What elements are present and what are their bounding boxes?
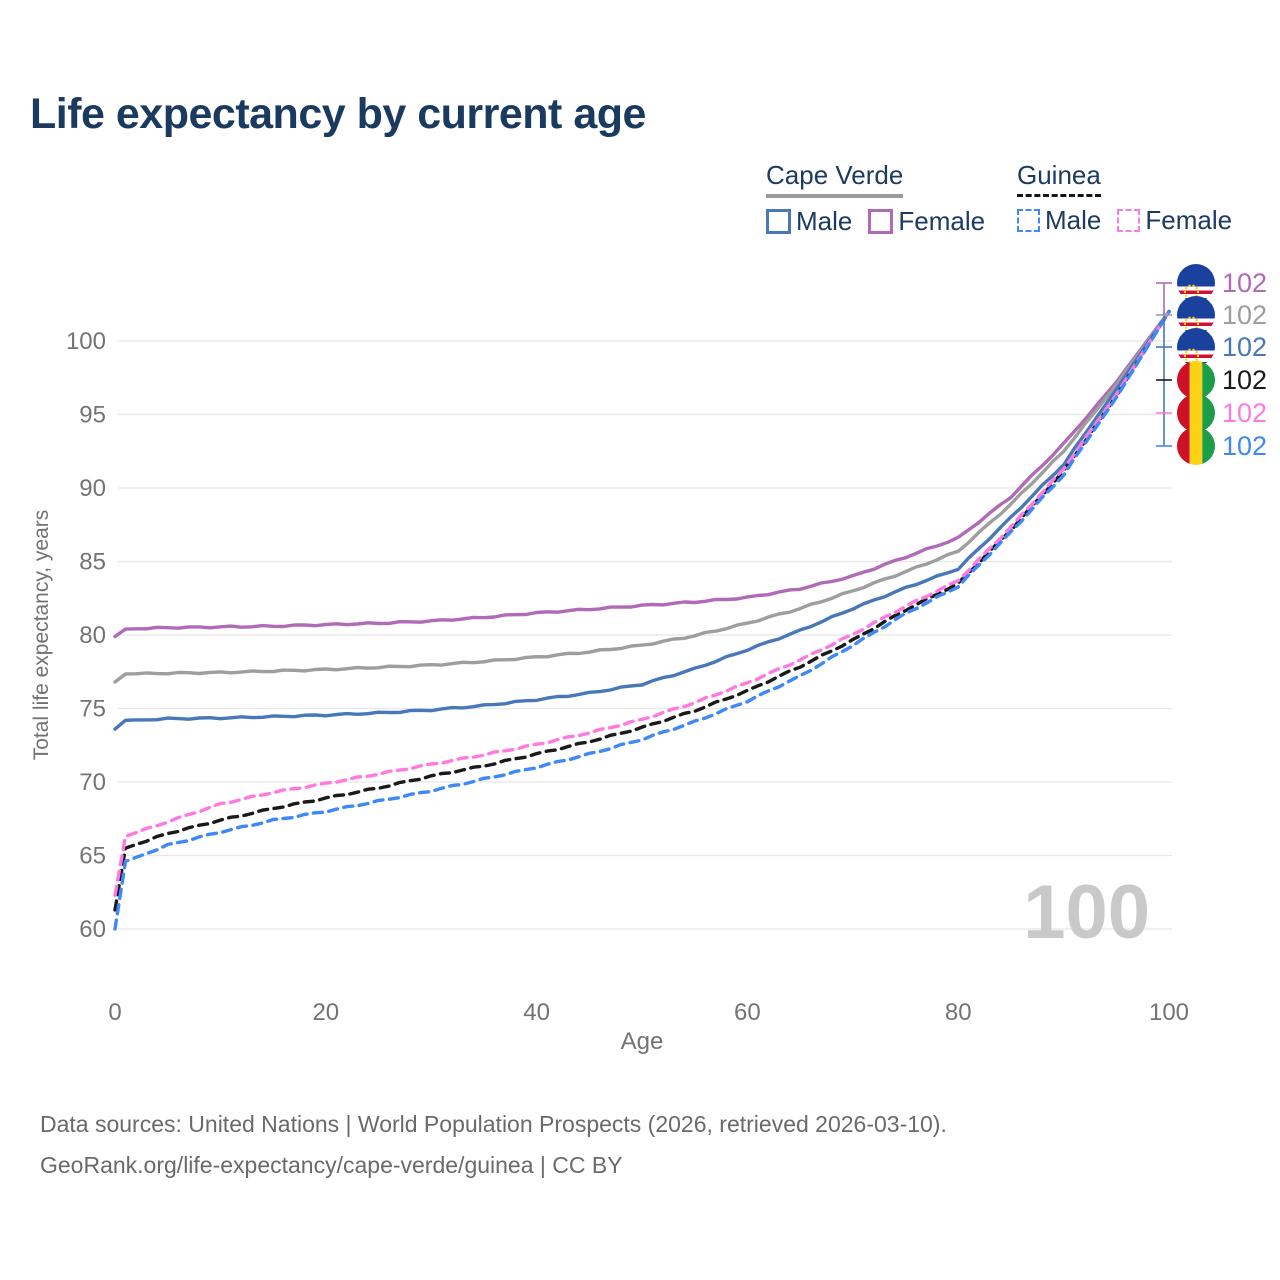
svg-text:40: 40 xyxy=(523,999,550,1026)
cape-verde-female-swatch-icon[interactable] xyxy=(868,209,894,234)
legend-group-guinea: Guinea Male Female xyxy=(1017,160,1248,236)
svg-text:90: 90 xyxy=(79,475,106,502)
legend-items-cape-verde: Male Female xyxy=(766,206,1001,237)
end-label-leaders xyxy=(1156,282,1172,447)
guinea-female-swatch-icon[interactable] xyxy=(1117,209,1141,232)
series-line-cape-verde-male[interactable] xyxy=(113,309,1171,731)
svg-text:60: 60 xyxy=(79,916,106,943)
svg-text:60: 60 xyxy=(734,999,761,1026)
legend-items-guinea: Male Female xyxy=(1017,205,1248,236)
legend-label-cape-verde-female[interactable]: Female xyxy=(898,206,986,236)
svg-text:100: 100 xyxy=(66,328,106,355)
footer: Data sources: United Nations | World Pop… xyxy=(40,1104,947,1186)
series-line-cape-verde-female[interactable] xyxy=(113,309,1171,639)
x-axis-ticks: 0 20 40 60 80 100 xyxy=(108,999,1189,1026)
svg-text:80: 80 xyxy=(79,622,106,649)
y-axis-title: Total life expectancy, years xyxy=(30,510,53,761)
svg-text:95: 95 xyxy=(79,402,106,429)
end-value-label-guinea-female: 102 xyxy=(1222,398,1267,428)
legend-label-guinea-female[interactable]: Female xyxy=(1145,205,1233,235)
guinea-flag-icon xyxy=(1177,361,1215,399)
svg-text:65: 65 xyxy=(79,843,106,870)
legend-label-guinea-male[interactable]: Male xyxy=(1045,205,1102,235)
series-line-guinea-male[interactable] xyxy=(113,309,1171,931)
legend: Cape Verde Male Female Guinea Male Femal… xyxy=(0,160,1280,240)
page-title: Life expectancy by current age xyxy=(30,90,646,138)
footer-url: GeoRank.org/life-expectancy/cape-verde/g… xyxy=(40,1152,623,1178)
guinea-flag-icon xyxy=(1177,427,1215,465)
legend-country-cape-verde[interactable]: Cape Verde xyxy=(766,160,904,198)
cape-verde-male-swatch-icon[interactable] xyxy=(766,209,791,234)
svg-text:0: 0 xyxy=(108,999,121,1026)
svg-text:70: 70 xyxy=(79,769,106,796)
age-watermark: 100 xyxy=(1023,870,1150,955)
end-value-label-guinea-male: 102 xyxy=(1222,431,1267,461)
legend-group-cape-verde: Cape Verde Male Female xyxy=(766,160,1001,237)
legend-label-cape-verde-male[interactable]: Male xyxy=(796,206,853,236)
legend-country-guinea[interactable]: Guinea xyxy=(1017,160,1101,197)
svg-text:75: 75 xyxy=(79,696,106,723)
series-line-guinea-both-sexes[interactable] xyxy=(113,309,1171,912)
footer-data-sources: Data sources: United Nations | World Pop… xyxy=(40,1111,947,1137)
svg-text:100: 100 xyxy=(1149,999,1189,1026)
end-value-label-cape-verde-female: 102 xyxy=(1222,268,1267,298)
guinea-flag-icon xyxy=(1177,394,1215,432)
cape-verde-flag-icon xyxy=(1177,328,1215,366)
end-value-label-guinea-both-sexes: 102 xyxy=(1222,365,1267,395)
end-value-label-cape-verde-male: 102 xyxy=(1222,332,1267,362)
end-value-label-cape-verde-both-sexes: 102 xyxy=(1222,300,1267,330)
y-axis-ticks: 60 65 70 75 80 85 90 95 100 xyxy=(66,328,106,943)
guinea-male-swatch-icon[interactable] xyxy=(1017,209,1040,232)
svg-text:80: 80 xyxy=(945,999,972,1026)
x-axis-title: Age xyxy=(621,1028,664,1055)
gridlines xyxy=(118,340,1172,930)
svg-text:85: 85 xyxy=(79,549,106,576)
series-line-cape-verde-both-sexes[interactable] xyxy=(113,309,1171,684)
svg-text:20: 20 xyxy=(312,999,339,1026)
series-line-guinea-female[interactable] xyxy=(113,309,1171,897)
